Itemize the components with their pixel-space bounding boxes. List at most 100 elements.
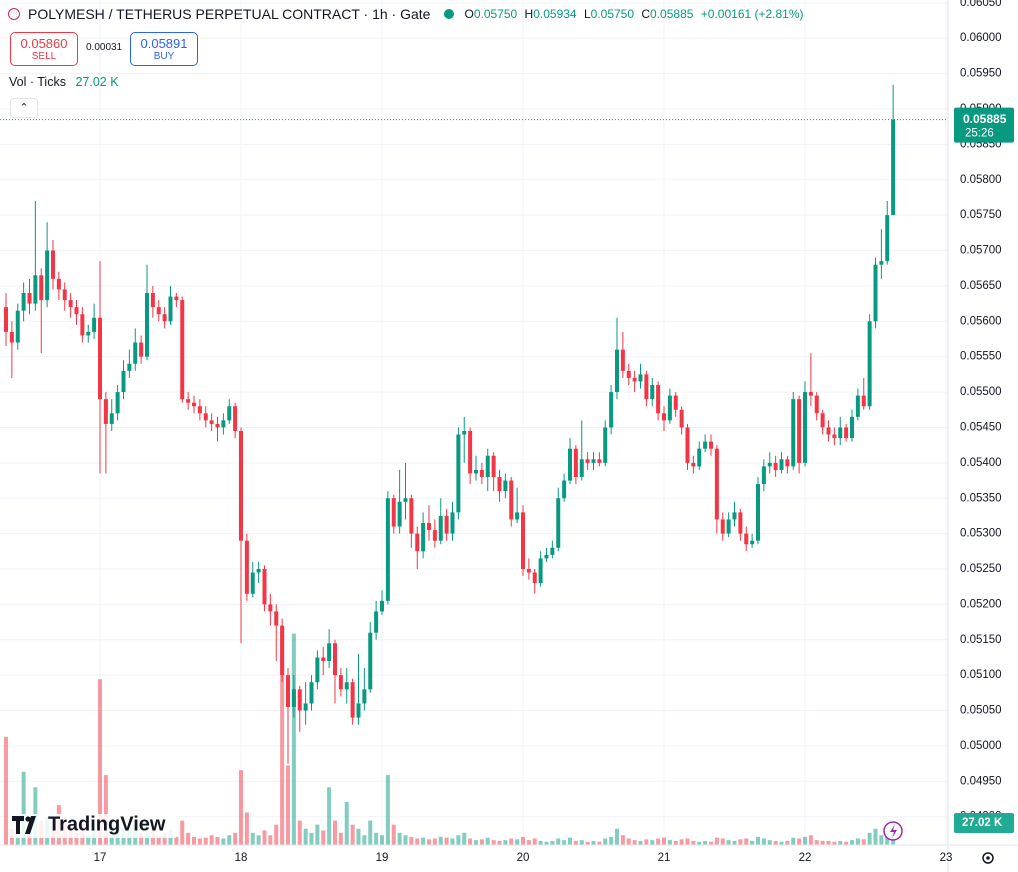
volume-bar <box>538 840 543 845</box>
y-tick-label: 0.05750 <box>960 209 1002 221</box>
volume-bar <box>756 836 761 845</box>
volume-bar <box>180 820 185 845</box>
candle-body <box>121 370 126 393</box>
volume-bar <box>456 835 461 845</box>
settings-button[interactable] <box>982 852 994 864</box>
last-price-label: 0.05885 <box>963 112 1007 126</box>
ohlc-key: C <box>641 7 651 21</box>
volume-bar <box>426 839 431 845</box>
volume-bar <box>297 820 302 845</box>
volume-bar <box>509 838 514 845</box>
candle-body <box>573 448 578 477</box>
volume-bar <box>503 840 508 845</box>
candle-body <box>262 568 267 605</box>
candle-body <box>233 406 238 431</box>
price-axis: 0.049000.049500.050000.050500.051000.051… <box>94 0 1014 864</box>
volume-bar <box>849 840 854 845</box>
volume-bar <box>403 835 408 845</box>
candle-body <box>391 498 396 527</box>
candle-body <box>626 370 631 378</box>
sell-button[interactable]: 0.05860 SELL <box>10 32 78 66</box>
volume-bar <box>409 836 414 845</box>
candle-body <box>327 643 332 661</box>
volume-bar <box>615 828 620 845</box>
volume-bar <box>808 835 813 845</box>
volume-bar <box>203 837 208 845</box>
volume-bar <box>379 835 384 845</box>
x-tick-label: 20 <box>517 852 530 864</box>
y-tick-label: 0.06050 <box>960 0 1002 9</box>
volume-bar <box>732 840 737 845</box>
candle-body <box>115 392 120 414</box>
volume-bar <box>227 835 232 845</box>
spread: 0.00031 <box>86 42 123 53</box>
logo <box>12 816 24 834</box>
volume-bar <box>632 840 637 845</box>
ohlc-key: O <box>464 7 474 21</box>
candle-body <box>591 459 596 463</box>
candle-body <box>650 384 655 400</box>
candle-body <box>708 441 713 449</box>
buy-button[interactable]: 0.05891 BUY <box>130 32 198 66</box>
candle-body <box>344 682 349 690</box>
volume-bar <box>644 839 649 845</box>
volume-bar <box>556 838 561 845</box>
candle-body <box>567 448 572 481</box>
volume-bar <box>368 820 373 845</box>
volume-bar <box>820 840 825 845</box>
y-tick-label: 0.05600 <box>960 315 1002 327</box>
volume-bar <box>797 838 802 845</box>
ohlc: O0.05750 H0.05934 L0.05750 C0.05885 +0.0… <box>464 7 803 21</box>
volume-bar <box>791 837 796 845</box>
candle-body <box>168 296 173 322</box>
y-tick-label: 0.05200 <box>960 598 1002 610</box>
candle-body <box>474 469 479 474</box>
volume-bar <box>344 801 349 845</box>
candle-body <box>515 512 520 520</box>
volume-bar <box>767 840 772 845</box>
volume-bar <box>450 838 455 845</box>
candle-body <box>879 261 884 265</box>
candle-body <box>597 459 602 463</box>
candle-body <box>197 406 202 414</box>
volume-bar <box>197 838 202 845</box>
ohlc-key: H <box>524 7 534 21</box>
y-tick-label: 0.05950 <box>960 68 1002 80</box>
collapse-button[interactable]: ⌃ <box>10 98 38 118</box>
candle-body <box>33 275 38 304</box>
candle-body <box>644 374 649 400</box>
candle-body <box>356 703 361 718</box>
candle-body <box>86 331 91 336</box>
candle-body <box>603 427 608 463</box>
candle-body <box>186 399 191 403</box>
volume-bar <box>650 840 655 845</box>
y-tick-label: 0.05450 <box>960 421 1002 433</box>
x-tick-label: 18 <box>235 852 248 864</box>
volume-bar <box>597 841 602 845</box>
volume-bar <box>844 841 849 845</box>
candle-body <box>15 310 20 343</box>
volume-bar <box>374 832 379 845</box>
candle-body <box>174 296 179 301</box>
volume-bar <box>362 835 367 845</box>
candle-body <box>274 611 279 626</box>
candle-body <box>756 484 761 541</box>
candle-body <box>303 703 308 711</box>
volume-bar <box>720 838 725 845</box>
volume-bar <box>738 839 743 845</box>
candle-body <box>162 314 167 322</box>
candles <box>0 84 948 764</box>
candle-body <box>579 459 584 477</box>
volume-bar <box>620 835 625 845</box>
volume-bar <box>21 771 26 845</box>
candle-body <box>321 657 326 661</box>
candle-body <box>127 363 132 371</box>
candle-body <box>27 292 32 304</box>
volume-bar <box>661 837 666 845</box>
candle-body <box>779 459 784 470</box>
volume-bar <box>603 838 608 845</box>
volume-bar <box>321 830 326 845</box>
countdown: 25:26 <box>965 128 994 140</box>
candle-body <box>74 307 79 315</box>
